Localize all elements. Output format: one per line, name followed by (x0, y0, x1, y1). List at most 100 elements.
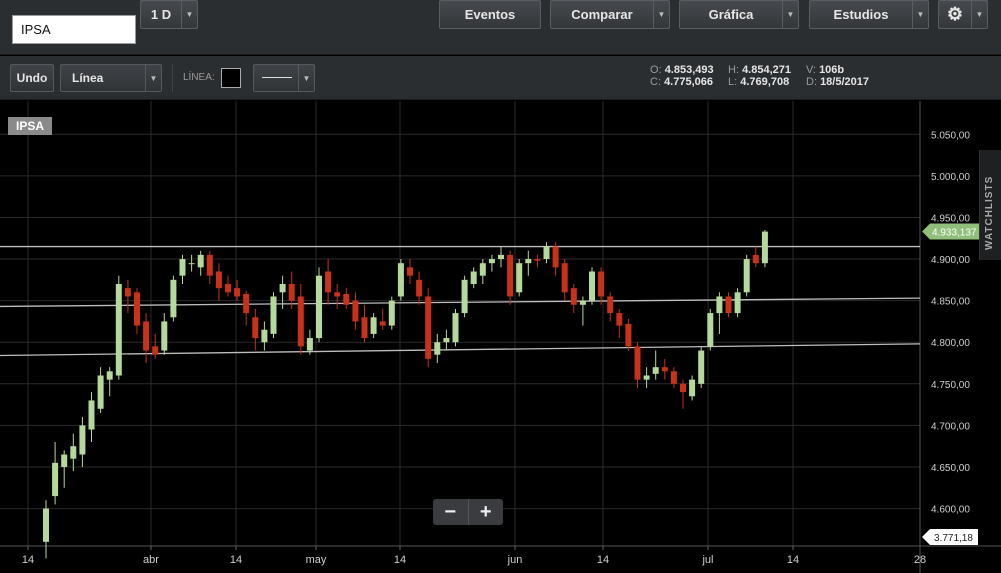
candle-up (115, 283, 122, 376)
top-toolbar: IPSA 1 D ▼ Eventos Comparar ▼ Gráfica ▼ … (0, 0, 1001, 55)
candle-down (570, 288, 577, 305)
candle-down (243, 293, 250, 314)
candle-down (206, 254, 213, 276)
candle-up (188, 263, 195, 265)
ohlc-volume-value: 106b (819, 64, 845, 76)
candle-up (452, 313, 459, 343)
candle-down (561, 263, 568, 293)
comparar-dropdown[interactable]: Comparar ▼ (550, 0, 670, 29)
candle-up (525, 259, 532, 264)
chevron-down-icon[interactable]: ▼ (782, 1, 798, 28)
candle-down (670, 371, 677, 384)
price-chart[interactable]: 4.600,00 4.650,00 4.700,00 4.750,00 4.800,00… (0, 101, 1001, 573)
trend-line (0, 343, 921, 357)
candle-down (634, 346, 641, 380)
gear-icon: ⚙ (946, 4, 964, 24)
candle-up (716, 296, 723, 314)
candle-up (488, 259, 495, 264)
ohlc-low-key: L: (728, 76, 738, 88)
line-style-sample (262, 77, 292, 78)
chevron-down-icon[interactable]: ▼ (971, 1, 987, 28)
last-price-label: 4.933,137 (932, 227, 977, 238)
divider (172, 64, 173, 92)
candle-up (170, 279, 177, 318)
chevron-down-icon[interactable]: ▼ (298, 65, 314, 91)
interval-label: 1 D (150, 7, 172, 22)
bottom-price-label: 3.771,18 (934, 533, 973, 544)
candle-down (325, 271, 332, 293)
chevron-down-icon[interactable]: ▼ (145, 65, 161, 91)
candle-down (680, 383, 686, 393)
symbol-input[interactable]: IPSA (12, 15, 136, 44)
ohlc-date: D: 18/5/2017 (806, 76, 869, 88)
candle-down (234, 288, 241, 297)
candle-up (470, 271, 477, 284)
interval-dropdown[interactable]: 1 D ▼ (140, 0, 198, 29)
x-tick-label: may (306, 554, 327, 566)
line-style-dropdown[interactable]: ▼ (253, 64, 315, 92)
candle-up (97, 375, 104, 409)
x-tick-label: 14 (787, 554, 799, 566)
candle-up (70, 446, 77, 459)
chevron-down-icon[interactable]: ▼ (912, 1, 928, 28)
candle-up (161, 321, 168, 351)
ohlc-close-key: C: (650, 76, 661, 88)
candle-up (498, 254, 504, 260)
candle-down (534, 259, 541, 261)
linea-label: LÍNEA: (183, 72, 215, 83)
chart-style-dropdown[interactable]: Línea ▼ (60, 64, 162, 92)
candle-up (443, 338, 450, 343)
candle-down (552, 246, 559, 268)
watchlists-tab[interactable]: WATCHLISTS (979, 150, 1001, 260)
grafica-dropdown[interactable]: Gráfica ▼ (679, 0, 799, 29)
candle-down (134, 292, 140, 326)
undo-label: Undo (16, 71, 48, 85)
x-tick-label: 14 (22, 554, 34, 566)
y-tick-label: 4.900,00 (931, 255, 970, 266)
candle-up (643, 375, 650, 380)
candle-down (607, 296, 614, 314)
bottom-price-tag (922, 529, 978, 545)
ohlc-high-value: 4.854,271 (742, 64, 791, 76)
candle-down (661, 367, 668, 372)
drawing-toolbar: Undo Línea ▼ LÍNEA: ▼ O: 4.853,493 H: 4.… (0, 56, 1001, 100)
chart-canvas[interactable]: 4.600,00 4.650,00 4.700,00 4.750,00 4.800,00… (0, 101, 1001, 573)
settings-dropdown[interactable]: ⚙ ▼ (938, 0, 988, 29)
last-price-tag (922, 223, 980, 240)
estudios-label: Estudios (833, 7, 889, 22)
zoom-in-button[interactable]: + (479, 500, 492, 523)
line-color-swatch[interactable] (221, 68, 241, 88)
candle-down (625, 323, 632, 347)
candle-up (479, 263, 486, 276)
candle-up (707, 313, 714, 347)
undo-button[interactable]: Undo (10, 64, 54, 92)
candle-up (734, 292, 741, 314)
zoom-out-button[interactable]: − (433, 499, 469, 525)
eventos-button[interactable]: Eventos (439, 0, 541, 29)
x-tick-label: jun (507, 554, 523, 566)
candle-up (279, 283, 286, 293)
y-tick-label: 5.000,00 (931, 172, 970, 183)
candle-down (725, 296, 732, 314)
candle-up (106, 371, 113, 380)
chevron-down-icon[interactable]: ▼ (653, 1, 669, 28)
ohlc-volume: V: 106b (806, 64, 844, 76)
candle-up (197, 254, 204, 268)
candle-down (215, 271, 222, 289)
candle-up (43, 508, 49, 542)
candle-down (225, 283, 231, 293)
y-tick-label: 4.950,00 (931, 213, 970, 224)
estudios-dropdown[interactable]: Estudios ▼ (809, 0, 929, 29)
candle-up (397, 263, 404, 297)
y-tick-label: 4.700,00 (931, 421, 970, 432)
candle-up (370, 317, 377, 334)
y-tick-label: 5.050,00 (931, 130, 970, 141)
watchlists-label: WATCHLISTS (984, 175, 995, 250)
candle-up (306, 338, 313, 351)
x-tick-label: 14 (394, 554, 406, 566)
candle-down (334, 292, 341, 297)
candle-down (361, 317, 368, 339)
candle-up (743, 259, 750, 293)
chevron-down-icon[interactable]: ▼ (181, 1, 197, 28)
y-tick-label: 4.850,00 (931, 297, 970, 308)
